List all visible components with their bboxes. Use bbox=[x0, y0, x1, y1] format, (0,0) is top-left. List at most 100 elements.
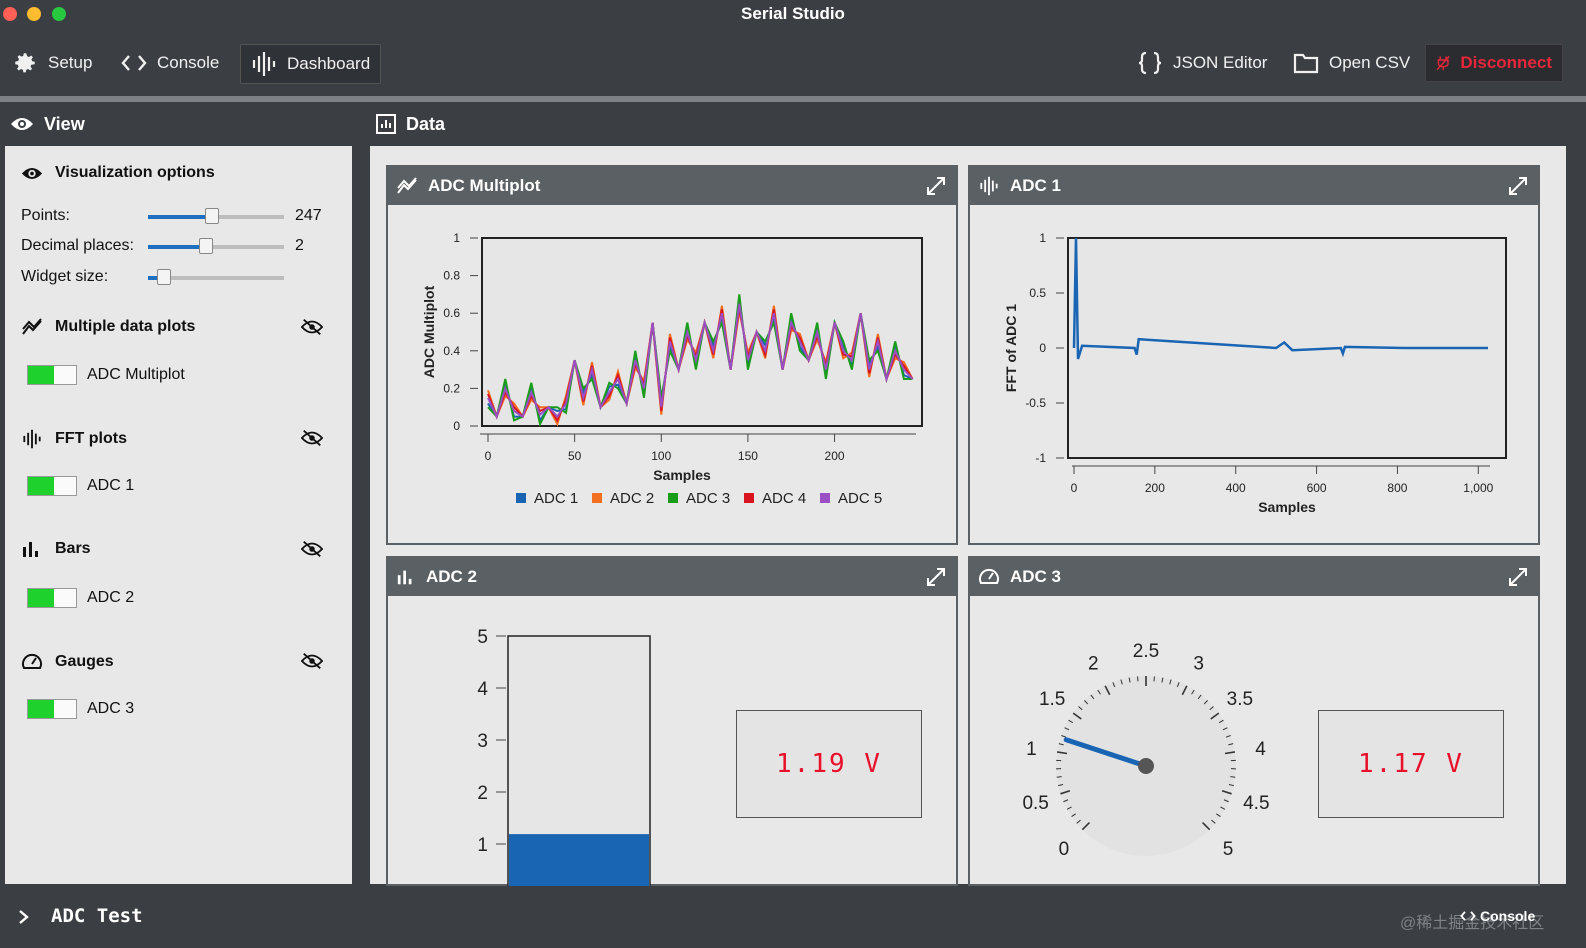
legend-label: ADC 2 bbox=[610, 490, 654, 507]
gauge-tick bbox=[1068, 719, 1074, 724]
y-tick-label: 0.8 bbox=[443, 269, 460, 283]
series-line-adc-5 bbox=[487, 303, 914, 420]
chevron-right-icon bbox=[19, 910, 29, 924]
gauge-tick bbox=[1228, 784, 1234, 787]
gauge-tick bbox=[1181, 685, 1188, 696]
x-tick-label: 400 bbox=[1226, 481, 1246, 495]
open-csv-label: Open CSV bbox=[1329, 53, 1411, 72]
console-button[interactable]: Console bbox=[111, 44, 229, 82]
expand-icon[interactable] bbox=[926, 176, 946, 196]
widget-size-slider[interactable] bbox=[148, 269, 284, 285]
gauge-tick bbox=[1161, 677, 1164, 683]
eye-off-icon[interactable] bbox=[301, 540, 323, 558]
x-tick-label: 50 bbox=[568, 449, 582, 463]
status-console-label: Console bbox=[1480, 908, 1536, 924]
adc-2-toggle[interactable] bbox=[27, 588, 77, 608]
points-slider[interactable] bbox=[148, 208, 284, 224]
code-icon bbox=[121, 55, 147, 71]
fft-widget: ADC 1 -1 -0.5 0 0.5 1 FFT of ADC 1 0 200 400 600 8… bbox=[968, 165, 1540, 545]
expand-icon[interactable] bbox=[1508, 567, 1528, 587]
disconnect-button[interactable]: Disconnect bbox=[1425, 44, 1563, 82]
gauge-tick bbox=[1203, 700, 1208, 705]
json-editor-label: JSON Editor bbox=[1173, 53, 1268, 72]
gauge-tick bbox=[1072, 712, 1082, 720]
legend-label: ADC 3 bbox=[686, 490, 730, 507]
x-tick-label: 150 bbox=[738, 449, 758, 463]
data-panel-title: Data bbox=[406, 113, 446, 134]
points-value: 247 bbox=[295, 207, 322, 224]
multiline-chart-icon bbox=[397, 177, 417, 194]
y-tick-label: 0 bbox=[453, 419, 460, 433]
widget-size-label: Widget size: bbox=[21, 268, 109, 285]
multiplot-widget-header: ADC Multiplot bbox=[388, 167, 956, 205]
gauge-tick bbox=[1058, 784, 1064, 787]
bar-tick-label: 4 bbox=[477, 679, 488, 700]
setup-button[interactable]: Setup bbox=[2, 44, 102, 82]
gauge-tick bbox=[1128, 677, 1131, 683]
adc-1-toggle[interactable] bbox=[27, 476, 77, 496]
expand-icon[interactable] bbox=[926, 567, 946, 587]
gauges-header: Gauges bbox=[21, 652, 114, 672]
gauge-tick bbox=[1120, 679, 1123, 685]
gauge-tick bbox=[1209, 706, 1214, 711]
legend-swatch bbox=[592, 493, 602, 503]
gauge-chart: 0 0.5 1 1.5 2 2.5 3 3.5 4 4.5 5 bbox=[1022, 641, 1269, 860]
setup-label: Setup bbox=[48, 53, 93, 72]
minimize-window-button[interactable] bbox=[27, 7, 41, 21]
decimal-places-slider[interactable] bbox=[148, 238, 284, 254]
close-window-button[interactable] bbox=[3, 7, 17, 21]
gauge-tick bbox=[1176, 682, 1180, 688]
gauge-tick bbox=[1076, 819, 1081, 824]
multiplot-widget: ADC Multiplot 0 0.2 0.4 0.6 0.8 1 ADC Multiplo… bbox=[386, 165, 958, 545]
adc-3-toggle[interactable] bbox=[27, 699, 77, 719]
gauge-tick bbox=[1210, 712, 1220, 720]
fft-plots-header: FFT plots bbox=[21, 429, 127, 449]
x-tick-label: 600 bbox=[1307, 481, 1327, 495]
dashboard-chart-icon bbox=[376, 114, 396, 134]
status-console-button[interactable]: Console bbox=[1460, 908, 1535, 924]
y-axis-label: ADC Multiplot bbox=[421, 285, 437, 378]
visualization-options-header: Visualization options bbox=[21, 164, 215, 182]
gauge-tick-label: 1.5 bbox=[1039, 689, 1065, 710]
gauge-tick bbox=[1090, 694, 1095, 700]
gauge-tick-label: 4 bbox=[1255, 739, 1266, 760]
gauge-tick bbox=[1211, 819, 1216, 824]
gauge-widget-title: ADC 3 bbox=[1010, 567, 1062, 586]
y-tick-label: 0.6 bbox=[443, 306, 460, 320]
x-tick-label: 0 bbox=[485, 449, 492, 463]
gauge-tick bbox=[1081, 822, 1090, 831]
legend-swatch bbox=[668, 493, 678, 503]
multiplot-chart: 0 0.2 0.4 0.6 0.8 1 ADC Multiplot 0 50 100 150 200 S… bbox=[421, 231, 923, 507]
maximize-window-button[interactable] bbox=[52, 7, 66, 21]
adc-multiplot-toggle[interactable] bbox=[27, 365, 77, 385]
gauge-tick bbox=[1228, 743, 1234, 746]
expand-icon[interactable] bbox=[1508, 176, 1528, 196]
view-panel-body: Visualization options Points: 247 Decima… bbox=[5, 146, 352, 884]
gauge-widget: ADC 3 0 0.5 1 1.5 2 2.5 3 3.5 4 4.5 5 1.17 V bbox=[968, 556, 1540, 886]
gauge-tick bbox=[1112, 682, 1116, 688]
bar-chart-icon bbox=[397, 570, 412, 585]
bar-chart-icon bbox=[23, 542, 38, 557]
gauge-needle bbox=[1063, 737, 1149, 769]
gauge-tick bbox=[1104, 685, 1111, 696]
adc-multiplot-toggle-label: ADC Multiplot bbox=[87, 366, 185, 383]
gauge-tick bbox=[1066, 806, 1072, 810]
open-csv-button[interactable]: Open CSV bbox=[1283, 44, 1420, 82]
dashboard-button[interactable]: Dashboard bbox=[240, 44, 382, 84]
eye-off-icon[interactable] bbox=[301, 429, 323, 447]
view-panel-header: View bbox=[0, 102, 357, 146]
eye-off-icon[interactable] bbox=[301, 318, 323, 336]
console-label: Console bbox=[157, 53, 220, 72]
dashboard-label: Dashboard bbox=[287, 54, 371, 73]
json-editor-button[interactable]: JSON Editor bbox=[1127, 44, 1277, 82]
bars-header: Bars bbox=[21, 540, 91, 558]
eye-icon bbox=[21, 167, 43, 179]
decimal-places-value: 2 bbox=[295, 237, 304, 254]
bar-tick-label: 1 bbox=[477, 835, 488, 856]
eye-off-icon[interactable] bbox=[301, 652, 323, 670]
x-tick-label: 200 bbox=[825, 449, 845, 463]
toolbar: Setup Console Dashboard JSON Editor Open… bbox=[0, 28, 1586, 96]
bar-tick-label: 3 bbox=[477, 731, 488, 752]
gauge-tick bbox=[1064, 727, 1070, 731]
eye-icon bbox=[11, 118, 33, 130]
